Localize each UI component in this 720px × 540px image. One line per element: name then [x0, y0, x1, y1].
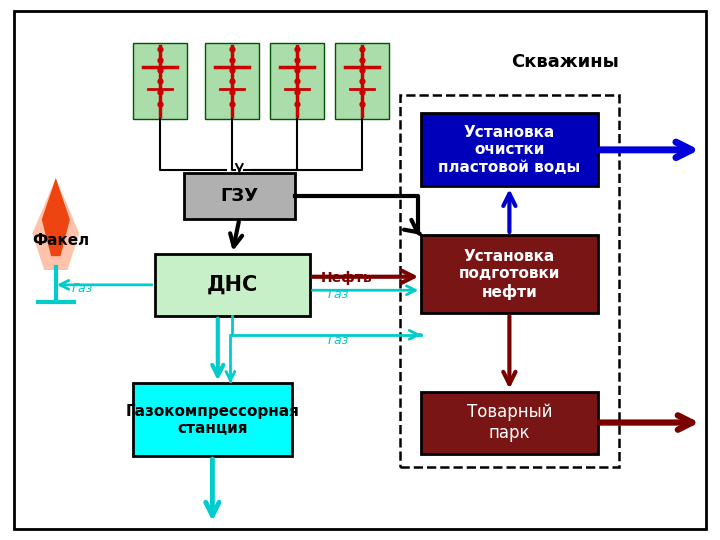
Text: Факел: Факел [32, 233, 90, 248]
Bar [155, 254, 310, 316]
Bar [421, 113, 598, 186]
Bar [133, 383, 292, 456]
Text: Газ: Газ [328, 288, 349, 301]
Bar [421, 392, 598, 454]
Bar [335, 43, 389, 119]
Text: Товарный
парк: Товарный парк [467, 403, 552, 442]
Bar [205, 43, 259, 119]
Bar [400, 94, 619, 467]
Text: Установка
очистки
пластовой воды: Установка очистки пластовой воды [438, 125, 580, 175]
Text: Газокомпрессорная
станция: Газокомпрессорная станция [125, 404, 300, 436]
Text: Установка
подготовки
нефти: Установка подготовки нефти [459, 248, 560, 300]
Text: Скважины: Скважины [511, 53, 619, 71]
Bar [184, 173, 295, 219]
Text: Газ: Газ [328, 334, 349, 347]
Text: ДНС: ДНС [207, 275, 258, 295]
Text: Нефть: Нефть [320, 271, 372, 285]
Bar [133, 43, 187, 119]
Text: ГЗУ: ГЗУ [220, 187, 258, 205]
Text: Газ: Газ [72, 282, 94, 295]
PathPatch shape [42, 178, 70, 256]
Bar [421, 235, 598, 313]
Bar [270, 43, 324, 119]
PathPatch shape [32, 178, 79, 270]
